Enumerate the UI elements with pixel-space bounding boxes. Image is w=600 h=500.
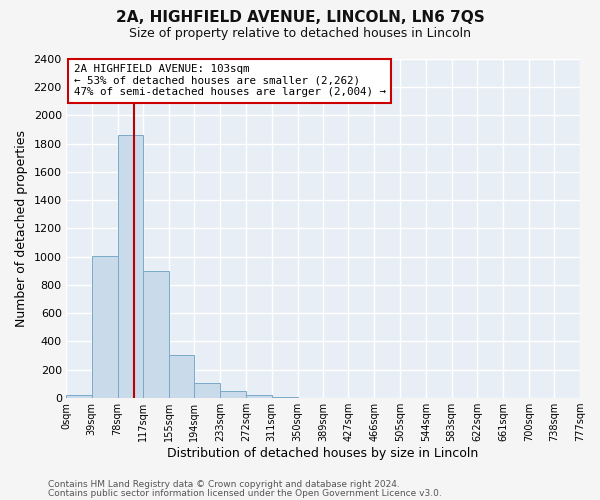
- Text: Contains HM Land Registry data © Crown copyright and database right 2024.: Contains HM Land Registry data © Crown c…: [48, 480, 400, 489]
- Bar: [118, 135, 143, 398]
- Y-axis label: Number of detached properties: Number of detached properties: [15, 130, 28, 327]
- Bar: [220, 392, 246, 398]
- Text: Size of property relative to detached houses in Lincoln: Size of property relative to detached ho…: [129, 28, 471, 40]
- Bar: [194, 383, 220, 398]
- X-axis label: Distribution of detached houses by size in Lincoln: Distribution of detached houses by size …: [167, 447, 479, 460]
- Bar: [92, 256, 118, 398]
- Text: 2A, HIGHFIELD AVENUE, LINCOLN, LN6 7QS: 2A, HIGHFIELD AVENUE, LINCOLN, LN6 7QS: [116, 10, 484, 25]
- Text: 2A HIGHFIELD AVENUE: 103sqm
← 53% of detached houses are smaller (2,262)
47% of : 2A HIGHFIELD AVENUE: 103sqm ← 53% of det…: [74, 64, 386, 98]
- Bar: [272, 397, 298, 398]
- Bar: [246, 395, 272, 398]
- Bar: [66, 395, 92, 398]
- Bar: [143, 272, 169, 398]
- Text: Contains public sector information licensed under the Open Government Licence v3: Contains public sector information licen…: [48, 488, 442, 498]
- Bar: [169, 354, 194, 398]
